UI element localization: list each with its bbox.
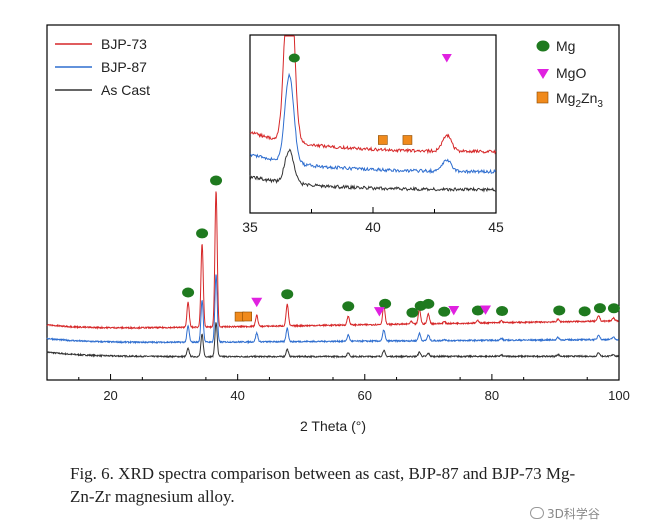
x-tick-label: 80 [485, 388, 499, 403]
mg-peak-marker [579, 306, 591, 316]
mg2zn3-sub2: 3 [597, 99, 603, 110]
mg-peak-marker [594, 303, 606, 313]
mg-peak-marker [422, 299, 434, 309]
mg-peak-marker [281, 289, 293, 299]
legend-label-ascast: As Cast [101, 82, 150, 98]
inset-mg2zn3-peak-marker [403, 136, 412, 145]
x-tick-label: 20 [103, 388, 117, 403]
inset-x-tick-label: 35 [242, 219, 258, 235]
mg-legend-icon [537, 41, 550, 52]
mg-peak-marker [342, 301, 354, 311]
x-axis-label: 2 Theta (°) [300, 418, 366, 434]
mg-peak-marker [210, 176, 222, 186]
mg-peak-marker [196, 228, 208, 238]
x-tick-label: 60 [358, 388, 372, 403]
mg-peak-marker [608, 303, 620, 313]
x-tick-label: 40 [230, 388, 244, 403]
x-tick-label: 100 [608, 388, 630, 403]
mg2zn3-legend-icon [537, 92, 548, 103]
watermark: 3D科学谷 [530, 505, 600, 522]
mg-peak-marker [438, 307, 450, 317]
figure-caption: Fig. 6. XRD spectra comparison between a… [70, 462, 650, 508]
chat-bubble-icon [530, 507, 544, 519]
phase-legend-mgo: MgO [556, 65, 586, 81]
mg-peak-marker [553, 305, 565, 315]
watermark-text: 3D科学谷 [547, 507, 600, 521]
mg2zn3-part2: Zn [581, 90, 597, 106]
inset-frame [250, 35, 496, 213]
inset-x-tick-label: 45 [488, 219, 504, 235]
mg-peak-marker [182, 288, 194, 298]
legend-label-bjp73: BJP-73 [101, 36, 147, 52]
caption-line-1: Fig. 6. XRD spectra comparison between a… [70, 462, 650, 485]
mg2zn3-peak-marker [243, 312, 252, 321]
inset-mg2zn3-peak-marker [378, 136, 387, 145]
legend-label-bjp87: BJP-87 [101, 59, 147, 75]
xrd-figure: 20 40 60 80 100 2 Theta (°) BJP-73 BJP-87 As… [0, 0, 650, 528]
mg-peak-marker [496, 306, 508, 316]
mg2zn3-part1: Mg [556, 90, 575, 106]
inset-mg-peak-marker [289, 54, 300, 63]
phase-legend-mg: Mg [556, 38, 575, 54]
inset-x-tick-label: 40 [365, 219, 381, 235]
